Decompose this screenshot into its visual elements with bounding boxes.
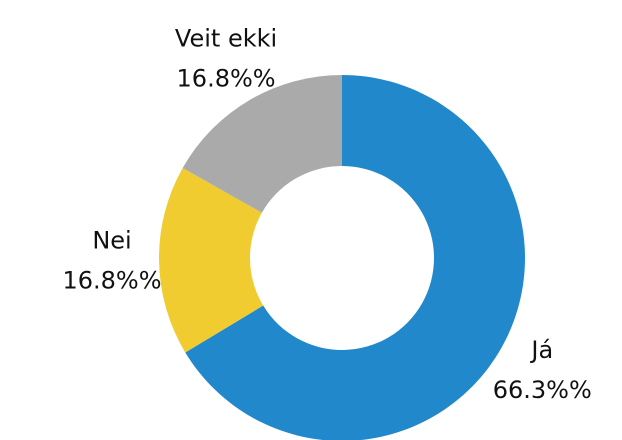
slice-label: Já [529, 336, 553, 364]
slice-label: Nei [92, 226, 131, 254]
donut-slice [185, 75, 525, 440]
donut-slice [182, 75, 342, 213]
slice-value-label: 66.3%% [493, 376, 592, 404]
donut-slice [158, 167, 264, 353]
slice-value-label: 16.8%% [62, 266, 161, 294]
slice-label: Veit ekki [175, 24, 277, 52]
slice-value-label: 16.8%% [177, 64, 276, 92]
